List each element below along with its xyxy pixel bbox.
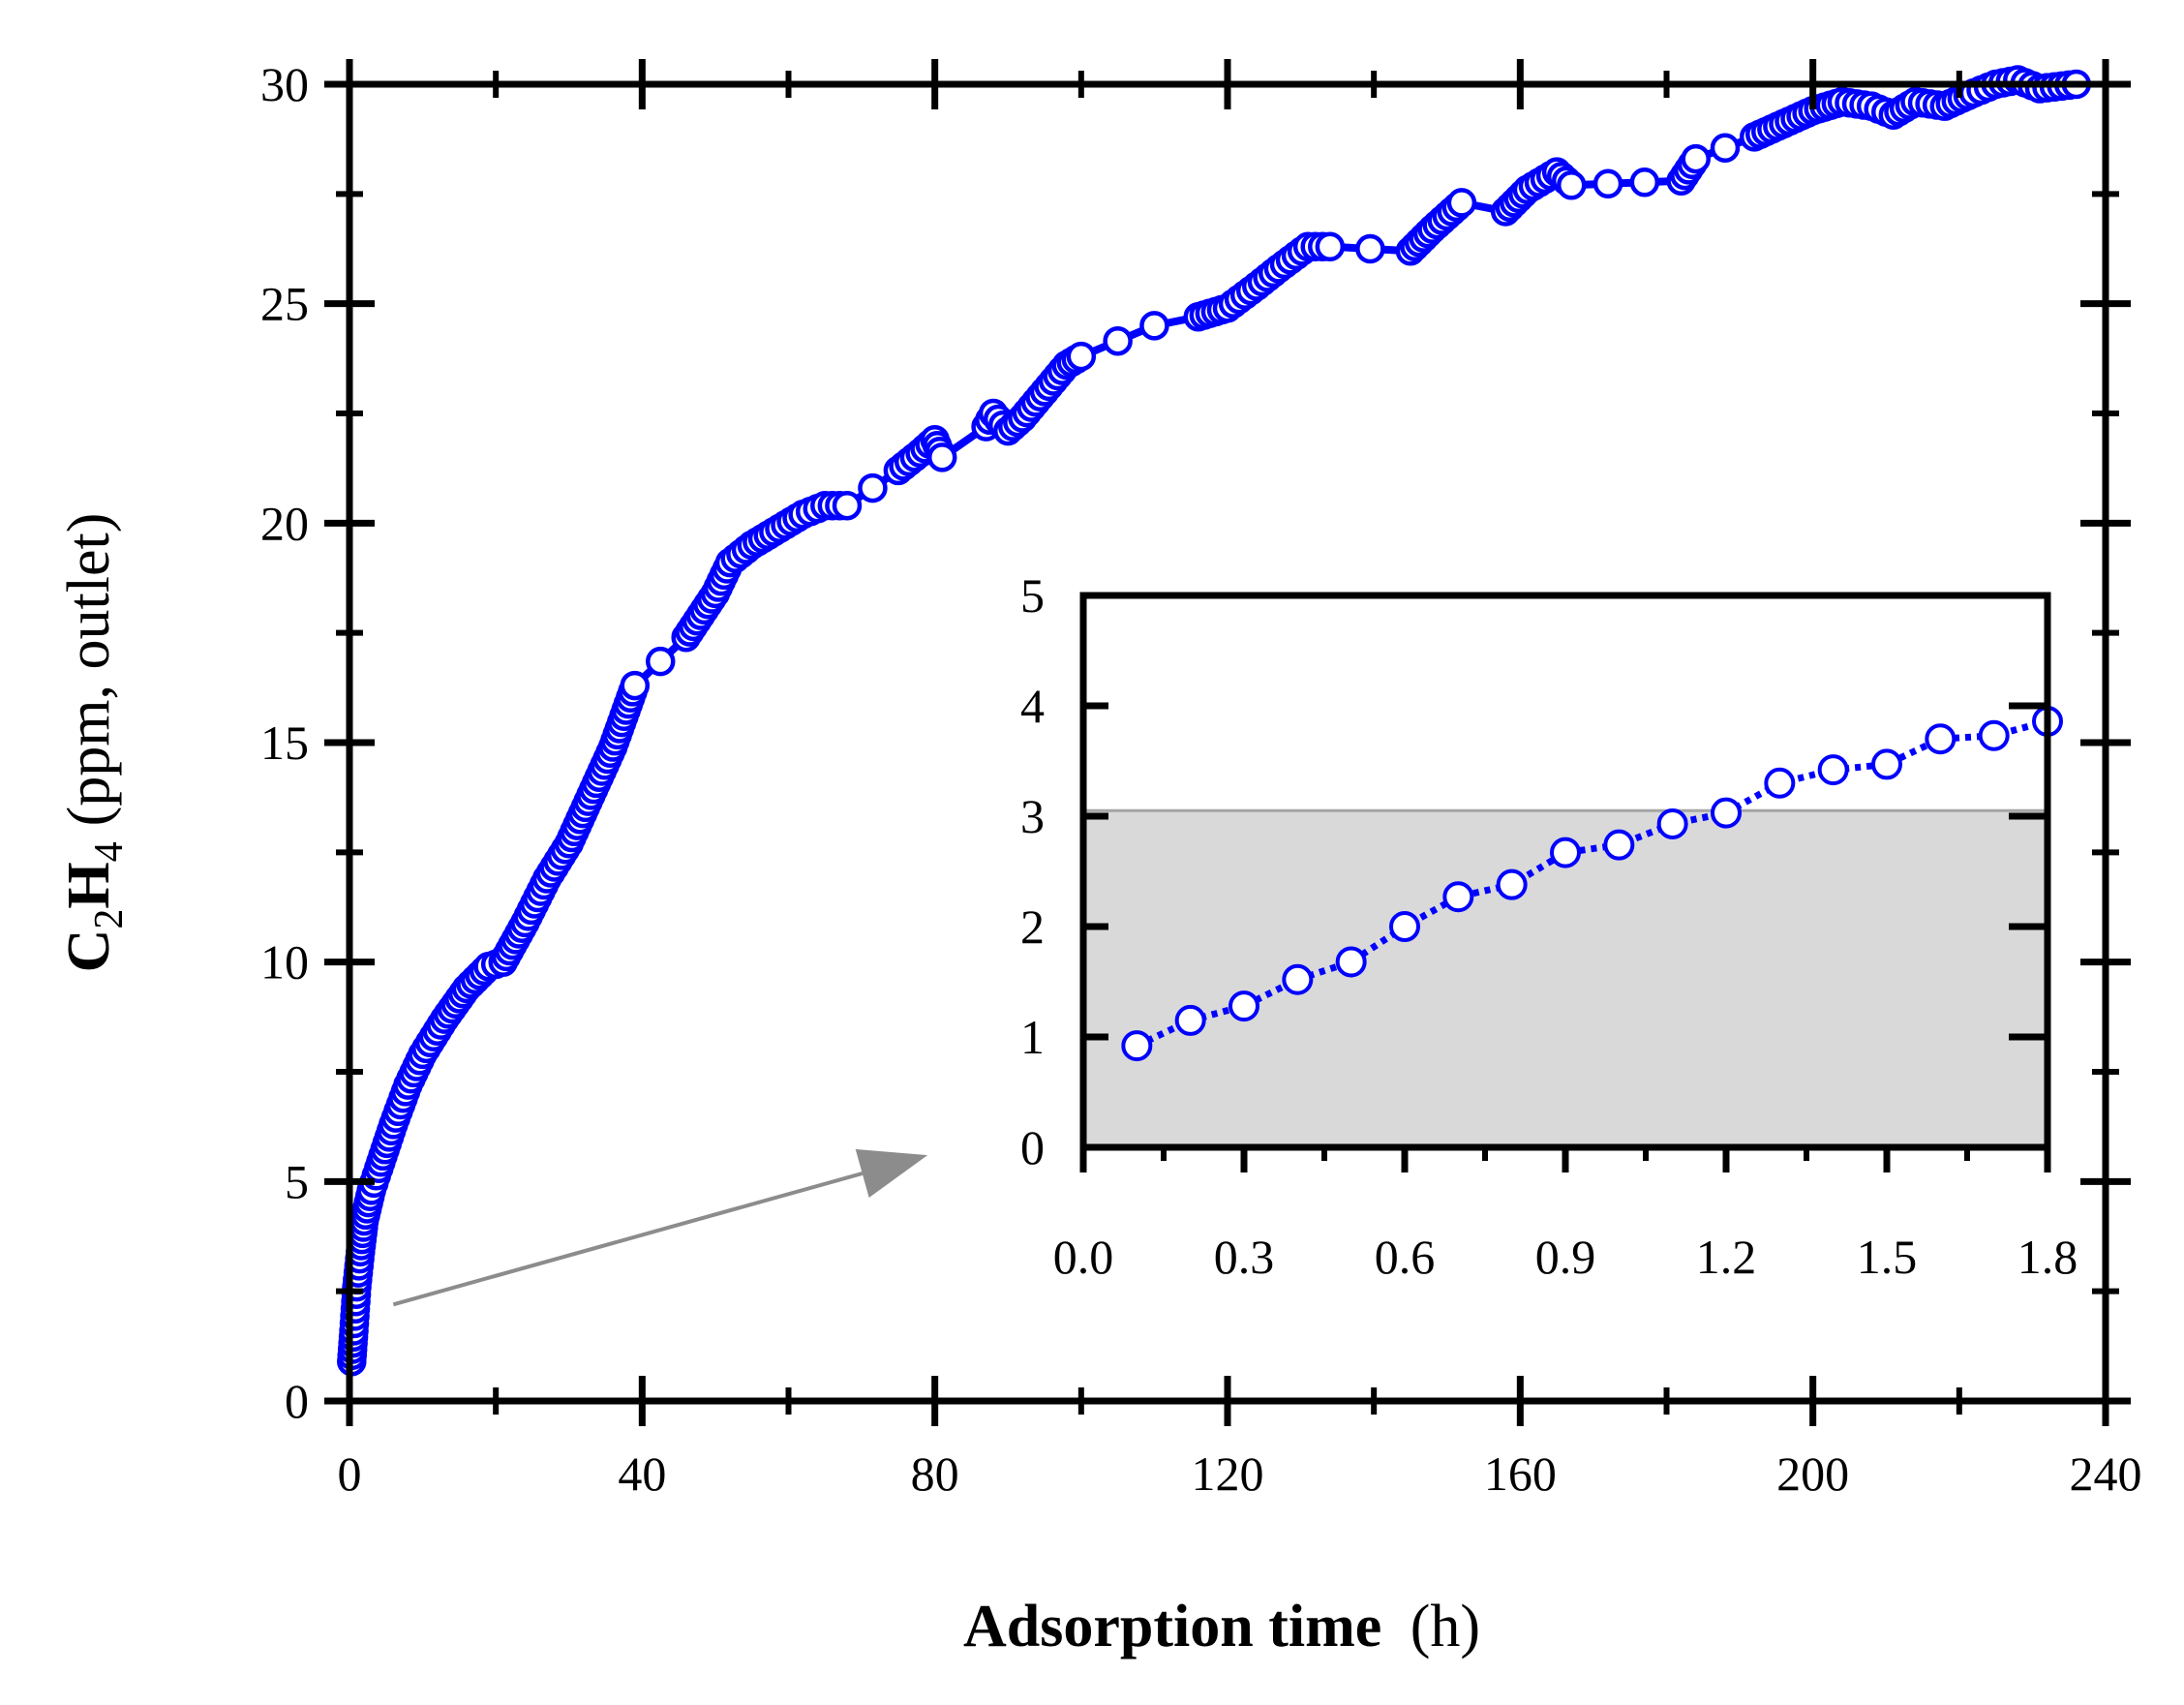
x-tick-label: 200 <box>1776 1446 1849 1501</box>
y-tick-label: 20 <box>260 496 309 550</box>
inset-x-tick-label: 0.9 <box>1535 1230 1596 1284</box>
inset-data-point <box>1228 990 1259 1022</box>
x-tick-label: 40 <box>618 1446 666 1501</box>
inset-y-tick-label: 5 <box>1020 568 1045 623</box>
main-ticks <box>324 59 2131 1426</box>
inset-x-tick-label: 0.6 <box>1375 1230 1436 1284</box>
x-axis-title-unit: (h) <box>1410 1594 1480 1659</box>
inset-data-point <box>1603 829 1635 861</box>
x-tick-label: 240 <box>2070 1446 2142 1501</box>
y-tick-label: 0 <box>285 1374 309 1428</box>
y-axis-title-sub-4: 4 <box>87 841 132 862</box>
x-tick-label: 0 <box>338 1446 362 1501</box>
inset-tick-labels: 0.0 0.3 0.6 0.9 1.2 1.5 1.8 0 1 2 3 4 5 <box>1020 568 2078 1284</box>
inset-x-tick-label: 0.3 <box>1214 1230 1275 1284</box>
inset-data-point <box>1282 963 1314 995</box>
main-series <box>337 65 2092 1377</box>
inset-data-point <box>1656 807 1688 839</box>
inset-data-point <box>1925 723 1956 755</box>
annotation-arrow-head <box>855 1148 928 1199</box>
main-data-point <box>1556 170 1587 200</box>
main-data-point <box>620 670 651 701</box>
x-tick-label: 80 <box>911 1446 959 1501</box>
y-axis-title-h: H <box>56 862 122 908</box>
inset-data-point <box>1335 946 1367 978</box>
inset-x-tick-label: 1.2 <box>1696 1230 1757 1284</box>
annotation-arrow <box>392 1172 864 1307</box>
inset-x-tick-label: 1.8 <box>2017 1230 2078 1284</box>
main-data-point <box>1629 167 1660 198</box>
main-data-point <box>1446 188 1477 218</box>
inset-data-point <box>1389 911 1420 942</box>
y-tick-label: 25 <box>260 277 309 331</box>
inset-plot: 0.0 0.3 0.6 0.9 1.2 1.5 1.8 0 1 2 3 4 5 <box>1020 568 2078 1284</box>
inset-data-point <box>1550 837 1581 868</box>
x-axis-title: Adsorption time (h) <box>963 1594 1480 1659</box>
inset-data-point <box>1121 1030 1153 1062</box>
y-tick-label: 30 <box>260 57 309 111</box>
inset-x-tick-label: 0.0 <box>1053 1230 1114 1284</box>
main-data-point <box>1592 168 1623 199</box>
x-tick-label: 160 <box>1484 1446 1557 1501</box>
inset-y-tick-label: 0 <box>1020 1120 1045 1174</box>
main-data-point <box>1103 325 1133 356</box>
inset-y-tick-label: 4 <box>1020 679 1045 733</box>
inset-data-point <box>1978 719 2010 751</box>
inset-data-point <box>1174 1004 1206 1036</box>
main-data-point <box>1066 341 1097 372</box>
main-data-point <box>832 490 863 521</box>
inset-data-point <box>1442 881 1474 913</box>
y-axis-title-sub-2: 2 <box>87 909 132 929</box>
inset-data-point <box>1817 754 1849 786</box>
inset-series <box>1121 705 2063 1062</box>
y-axis-title-c: C <box>56 929 122 973</box>
main-data-point <box>926 442 957 472</box>
inset-x-tick-label: 1.5 <box>1857 1230 1918 1284</box>
inset-ticks <box>1079 592 2051 1172</box>
inset-data-point <box>1764 767 1796 799</box>
x-axis-title-main: Adsorption time <box>963 1594 1381 1659</box>
y-axis-title: C2H4 (ppm, outlet) <box>56 513 132 973</box>
y-tick-label: 5 <box>285 1154 309 1208</box>
main-data-point <box>1355 233 1385 264</box>
inset-data-point <box>1871 748 1902 780</box>
main-data-point <box>1710 133 1741 163</box>
main-data-point <box>1681 143 1711 174</box>
main-data-point <box>1315 231 1346 261</box>
inset-y-tick-label: 3 <box>1020 789 1045 843</box>
inset-y-tick-label: 1 <box>1020 1010 1045 1064</box>
x-tick-label: 120 <box>1192 1446 1264 1501</box>
y-tick-label: 15 <box>260 715 309 770</box>
main-data-point <box>1139 311 1169 341</box>
y-tick-label: 10 <box>260 935 309 990</box>
inset-data-point <box>1711 797 1742 829</box>
main-data-point <box>858 472 888 503</box>
inset-data-point <box>1496 868 1528 900</box>
inset-y-tick-label: 2 <box>1020 899 1045 954</box>
y-axis-title-rest: (ppm, outlet) <box>56 513 122 827</box>
main-data-point <box>645 646 676 677</box>
